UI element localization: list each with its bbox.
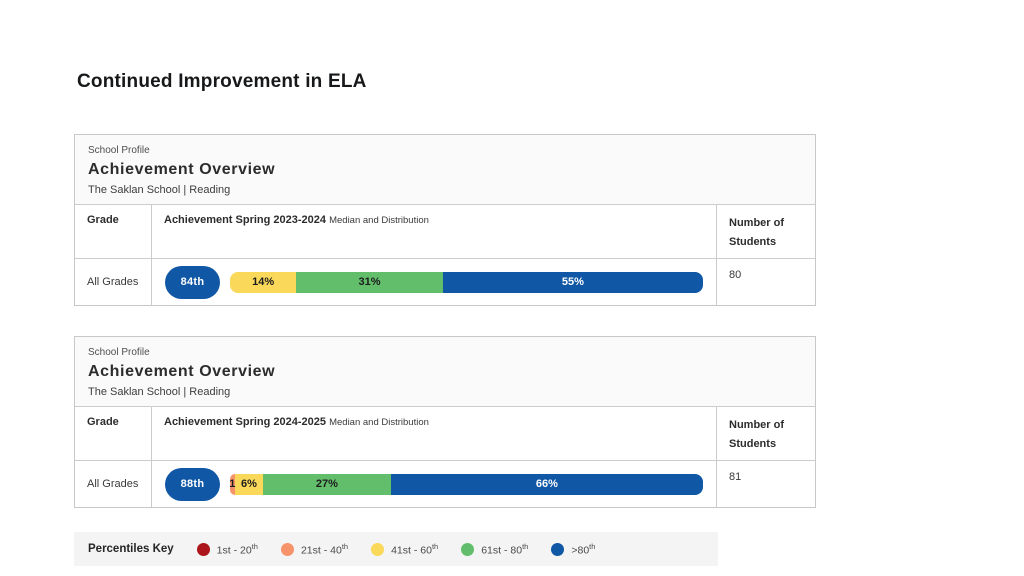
bar-segment-label: 27% bbox=[315, 478, 338, 490]
bar-segment-61-80: 27% bbox=[263, 473, 391, 495]
column-header-achievement: Achievement Spring 2024-2025 Median and … bbox=[152, 407, 717, 464]
percentile-key-label: 61st - 80th bbox=[481, 541, 529, 557]
bar-segment-label: 14% bbox=[252, 276, 275, 288]
distribution-bar: 1 6% 27% 66% bbox=[229, 473, 703, 495]
column-header-students: Number of Students bbox=[729, 217, 784, 249]
column-header-grade: Grade bbox=[75, 205, 152, 262]
card-title: Achievement Overview bbox=[88, 363, 276, 380]
column-header-achievement-note: Median and Distribution bbox=[329, 417, 429, 428]
table-header-row: Grade Achievement Spring 2023-2024 Media… bbox=[75, 205, 815, 262]
bar-segment-80+: 55% bbox=[442, 271, 703, 293]
percentile-dot-80+ bbox=[551, 542, 565, 556]
card-subtitle: The Saklan School | Reading bbox=[88, 184, 231, 196]
table-row: All Grades 84th 14% 31% 55% 80 bbox=[75, 259, 815, 305]
percentile-key-item: 41st - 60th bbox=[371, 541, 439, 557]
percentile-dot-21-40 bbox=[280, 542, 294, 556]
bar-segment-label: 66% bbox=[535, 478, 558, 490]
percentile-key-label: >80th bbox=[571, 541, 596, 557]
bar-segment-21-40: 1 bbox=[229, 473, 236, 495]
distribution-bar: 14% 31% 55% bbox=[230, 271, 703, 293]
bar-segment-label: 55% bbox=[561, 276, 584, 288]
table-row: All Grades 88th 1 6% 27% 66% 81 bbox=[75, 461, 815, 507]
percentiles-key-title: Percentiles Key bbox=[88, 543, 174, 555]
column-header-grade: Grade bbox=[75, 407, 152, 464]
achievement-card-2024-2025: School Profile Achievement Overview The … bbox=[74, 336, 816, 508]
bar-segment-41-60: 14% bbox=[230, 271, 297, 293]
grade-cell: All Grades bbox=[75, 461, 152, 507]
median-percentile-badge: 84th bbox=[165, 265, 220, 299]
percentile-key-label: 1st - 20th bbox=[216, 541, 258, 557]
column-header-achievement-title: Achievement Spring 2024-2025 bbox=[164, 416, 327, 428]
bar-segment-80+: 66% bbox=[390, 473, 703, 495]
grade-cell: All Grades bbox=[75, 259, 152, 305]
percentile-dot-41-60 bbox=[371, 542, 385, 556]
students-count-cell: 81 bbox=[729, 471, 742, 483]
card-header: School Profile Achievement Overview The … bbox=[75, 337, 815, 407]
slide-title: Continued Improvement in ELA bbox=[77, 71, 367, 92]
card-eyebrow: School Profile bbox=[88, 145, 150, 156]
bar-segment-61-80: 31% bbox=[296, 271, 443, 293]
card-eyebrow: School Profile bbox=[88, 347, 150, 358]
percentile-key-label: 21st - 40th bbox=[300, 541, 349, 557]
card-title: Achievement Overview bbox=[88, 161, 276, 178]
distribution-cell: 88th 1 6% 27% 66% bbox=[152, 461, 717, 507]
column-header-achievement-title: Achievement Spring 2023-2024 bbox=[164, 214, 327, 226]
bar-segment-label: 6% bbox=[240, 478, 257, 490]
column-header-achievement: Achievement Spring 2023-2024 Median and … bbox=[152, 205, 717, 262]
bar-segment-label: 1 bbox=[229, 478, 236, 490]
bar-segment-41-60: 6% bbox=[234, 473, 264, 495]
distribution-cell: 84th 14% 31% 55% bbox=[152, 259, 717, 305]
students-count-cell: 80 bbox=[729, 269, 742, 281]
percentile-key-item: >80th bbox=[551, 541, 596, 557]
table-header-row: Grade Achievement Spring 2024-2025 Media… bbox=[75, 407, 815, 464]
column-header-students: Number of Students bbox=[729, 419, 784, 451]
percentile-dot-1-20 bbox=[196, 542, 210, 556]
achievement-card-2023-2024: School Profile Achievement Overview The … bbox=[74, 134, 816, 306]
percentiles-key: Percentiles Key 1st - 20th 21st - 40th 41s… bbox=[74, 532, 718, 566]
percentile-key-label: 41st - 60th bbox=[391, 541, 439, 557]
bar-segment-label: 31% bbox=[358, 276, 381, 288]
card-subtitle: The Saklan School | Reading bbox=[88, 386, 231, 398]
card-header: School Profile Achievement Overview The … bbox=[75, 135, 815, 205]
median-percentile-badge: 88th bbox=[165, 467, 220, 501]
percentile-key-item: 61st - 80th bbox=[461, 541, 529, 557]
percentile-dot-61-80 bbox=[461, 542, 475, 556]
percentile-key-item: 21st - 40th bbox=[280, 541, 349, 557]
column-header-achievement-note: Median and Distribution bbox=[329, 215, 429, 226]
percentile-key-item: 1st - 20th bbox=[196, 541, 258, 557]
